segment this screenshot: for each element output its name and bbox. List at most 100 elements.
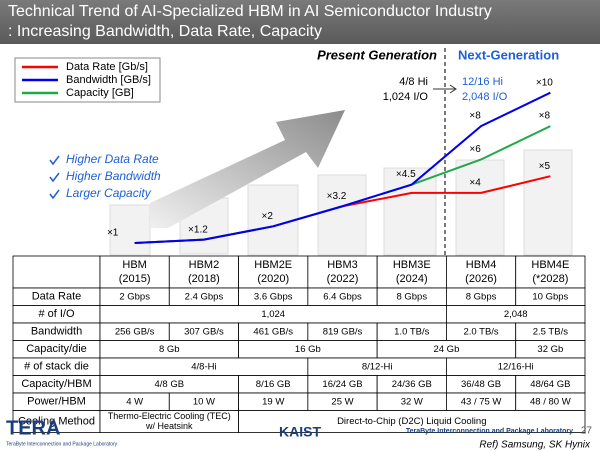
column-header: HBM4E — [531, 259, 569, 271]
table-value: 32 Gb — [537, 344, 563, 355]
data-label: ×8 — [539, 111, 551, 122]
data-label: ×4 — [469, 178, 481, 189]
table-cell — [238, 410, 586, 433]
data-label: ×5 — [539, 161, 551, 172]
table-value: 2.0 TB/s — [463, 326, 498, 337]
row-label: Power/HBM — [27, 396, 86, 408]
table-value: 8 Gbps — [466, 291, 497, 302]
table-value: 2.4 Gbps — [185, 291, 224, 302]
column-year: (2018) — [188, 273, 220, 285]
next-io: 2,048 I/O — [462, 91, 508, 103]
lab-logo-caption: TeraByte Interconnection and Package Lab… — [6, 441, 118, 447]
highlight: Higher Bandwidth — [66, 169, 161, 183]
table-value: Direct-to-Chip (D2C) Liquid Cooling — [337, 416, 486, 427]
table-value: 4/8-Hi — [191, 361, 216, 372]
table-cell — [446, 255, 517, 289]
series-line — [134, 91, 551, 244]
check-icon — [49, 189, 60, 200]
present-io: 1,024 I/O — [383, 91, 429, 103]
page-number: 27 — [581, 426, 593, 437]
column-year: (2022) — [327, 273, 359, 285]
highlight: Higher Data Rate — [66, 152, 159, 166]
table-value: 43 / 75 W — [461, 396, 502, 407]
legend-label: Capacity [GB] — [66, 87, 134, 99]
column-header: HBM3 — [327, 259, 358, 271]
legend-label: Data Rate [Gb/s] — [66, 61, 148, 73]
present-stack: 4/8 Hi — [399, 76, 428, 88]
table-value: 24/36 GB — [392, 379, 432, 390]
column-year: (2015) — [119, 273, 151, 285]
table-value: 256 GB/s — [115, 326, 155, 337]
footer: TERA TeraByte Interconnection and Packag… — [6, 417, 592, 450]
table-value: 8 Gb — [159, 344, 180, 355]
data-label: ×1.2 — [188, 224, 208, 235]
table: HBM (2015) HBM2 (2018) HBM2E (2020) HBM3 (2022)… — [12, 255, 586, 433]
column-year: (*2028) — [532, 273, 568, 285]
table-value: 48 / 80 W — [530, 396, 571, 407]
row-label: # of stack die — [24, 361, 89, 373]
table-value: 819 GB/s — [323, 326, 363, 337]
table-value: 8 Gbps — [396, 291, 427, 302]
lab-name: TeraByte Interconnection and Package Lab… — [406, 428, 573, 435]
lab-logo: TERA — [6, 417, 60, 439]
data-label: ×3.2 — [327, 191, 347, 202]
table-value: 16 Gb — [295, 344, 321, 355]
row-label: Capacity/HBM — [21, 378, 91, 390]
table-value: 36/48 GB — [461, 379, 501, 390]
table-cell — [238, 255, 309, 289]
chart: Data Rate [Gb/s]Bandwidth [GB/s]Capacity… — [22, 61, 553, 244]
table-value: w/ Heatsink — [145, 421, 193, 431]
column-header: HBM — [122, 259, 146, 271]
table-value: 25 W — [331, 396, 353, 407]
table-value: 16/24 GB — [322, 379, 362, 390]
table-cell — [168, 255, 239, 289]
highlights: Higher Data Rate Higher Bandwidth Larger C… — [49, 152, 161, 200]
building-watermarks — [109, 149, 573, 256]
table-value: 19 W — [262, 396, 284, 407]
data-label: ×6 — [469, 144, 481, 155]
check-icon — [49, 172, 60, 183]
table-value: 48/64 GB — [530, 379, 570, 390]
title: Technical Trend of AI-Specialized HBM in… — [8, 3, 492, 20]
table-value: 2 Gbps — [119, 291, 150, 302]
table-value: 24 Gb — [433, 344, 459, 355]
check-icon — [49, 155, 60, 166]
data-label: ×8 — [469, 111, 481, 122]
subtitle: : Increasing Bandwidth, Data Rate, Capac… — [8, 23, 322, 40]
table-value: 461 GB/s — [253, 326, 293, 337]
data-label: ×10 — [536, 77, 553, 88]
data-label: ×2 — [262, 211, 274, 222]
table-value: 4/8 GB — [154, 379, 184, 390]
table-value: 8/12-Hi — [362, 361, 393, 372]
next-generation: Next-Generation — [458, 47, 559, 62]
title-bar — [0, 0, 600, 44]
table-value: 12/16-Hi — [498, 361, 534, 372]
table-value: 4 W — [126, 396, 143, 407]
column-header: HBM2E — [254, 259, 292, 271]
table-value: 8/16 GB — [256, 379, 291, 390]
column-header: HBM2 — [189, 259, 220, 271]
table-value: 2.5 TB/s — [533, 326, 568, 337]
transition-arrow — [433, 84, 457, 94]
present-generation: Present Generation — [317, 47, 437, 62]
table-cell — [515, 255, 586, 289]
table-cell — [307, 255, 378, 289]
table-cell — [12, 255, 101, 289]
column-header: HBM4 — [466, 259, 497, 271]
column-year: (2026) — [465, 273, 497, 285]
table-value: 1,024 — [261, 309, 285, 320]
table-value: 6.4 Gbps — [323, 291, 362, 302]
table-value: 2,048 — [504, 309, 528, 320]
table-value: 32 W — [401, 396, 423, 407]
column-year: (2024) — [396, 273, 428, 285]
highlight: Larger Capacity — [66, 186, 152, 200]
data-label: ×1 — [107, 228, 119, 239]
row-label: # of I/O — [38, 308, 75, 320]
column-header: HBM3E — [393, 259, 431, 271]
table-value: 1.0 TB/s — [394, 326, 429, 337]
next-stack: 12/16 Hi — [462, 76, 503, 88]
trend-arrow — [150, 110, 345, 228]
table-value: 307 GB/s — [184, 326, 224, 337]
